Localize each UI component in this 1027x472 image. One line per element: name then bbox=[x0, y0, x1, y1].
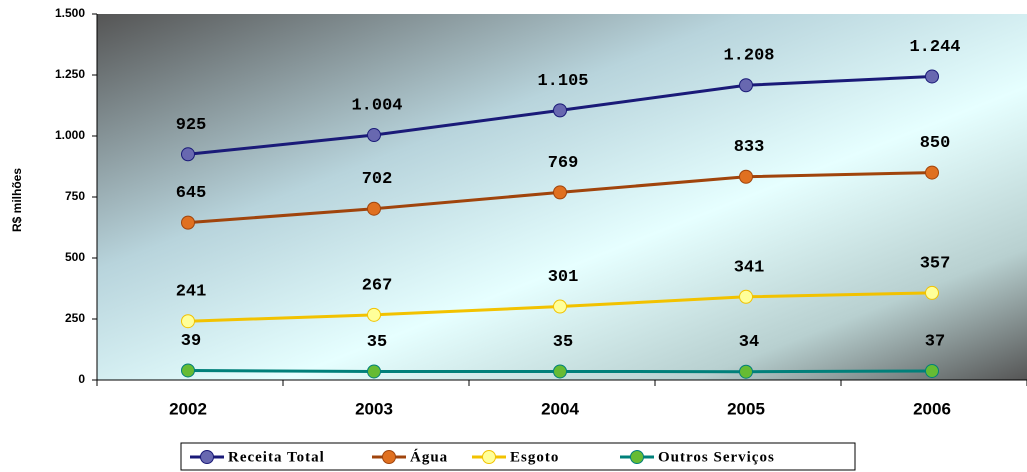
marker bbox=[739, 289, 753, 304]
marker bbox=[925, 363, 939, 378]
legend-label: Esgoto bbox=[510, 449, 559, 465]
y-tick-label: 0 bbox=[78, 372, 85, 386]
data-label: 1.105 bbox=[537, 72, 588, 91]
marker bbox=[553, 364, 567, 379]
data-label: 1.004 bbox=[351, 97, 402, 116]
marker bbox=[739, 364, 753, 379]
x-tick-label: 2005 bbox=[727, 399, 765, 418]
data-label: 267 bbox=[362, 276, 393, 295]
data-label: 702 bbox=[362, 170, 393, 189]
marker bbox=[181, 215, 195, 230]
legend-label: Água bbox=[410, 448, 448, 465]
marker bbox=[739, 169, 753, 184]
legend-label: Outros Serviços bbox=[658, 449, 775, 465]
marker bbox=[925, 69, 939, 84]
data-label: 35 bbox=[367, 333, 387, 352]
legend-label: Receita Total bbox=[228, 449, 325, 465]
marker bbox=[367, 201, 381, 216]
marker bbox=[181, 363, 195, 378]
x-tick-label: 2006 bbox=[913, 399, 951, 418]
legend-marker bbox=[382, 450, 396, 464]
y-tick-label: 500 bbox=[65, 250, 85, 264]
x-tick-label: 2002 bbox=[169, 399, 207, 418]
marker bbox=[181, 314, 195, 329]
marker bbox=[739, 78, 753, 93]
data-label: 301 bbox=[548, 268, 579, 287]
data-label: 39 bbox=[181, 332, 201, 351]
legend bbox=[180, 442, 856, 471]
data-label: 341 bbox=[734, 258, 765, 277]
marker bbox=[553, 103, 567, 118]
data-label: 34 bbox=[739, 333, 759, 352]
marker bbox=[925, 165, 939, 180]
data-label: 357 bbox=[920, 254, 951, 273]
y-tick-label: 1.250 bbox=[55, 67, 85, 81]
marker bbox=[181, 147, 195, 162]
y-tick-label: 1.000 bbox=[55, 128, 85, 142]
data-label: 241 bbox=[176, 283, 207, 302]
y-axis-label: R$ milhões bbox=[10, 168, 24, 232]
data-label: 645 bbox=[176, 184, 207, 203]
y-tick-label: 750 bbox=[65, 189, 85, 203]
legend-marker bbox=[630, 450, 644, 464]
data-label: 1.244 bbox=[909, 38, 960, 57]
y-tick-label: 1.500 bbox=[55, 6, 85, 20]
legend-marker bbox=[482, 450, 496, 464]
data-label: 1.208 bbox=[723, 47, 774, 66]
data-label: 925 bbox=[176, 116, 207, 135]
marker bbox=[925, 285, 939, 300]
data-label: 850 bbox=[920, 134, 951, 153]
x-tick-label: 2004 bbox=[541, 399, 579, 418]
marker bbox=[553, 299, 567, 314]
marker bbox=[367, 307, 381, 322]
data-label: 37 bbox=[925, 332, 945, 351]
data-label: 35 bbox=[553, 333, 573, 352]
marker bbox=[367, 364, 381, 379]
marker bbox=[553, 185, 567, 200]
marker bbox=[367, 128, 381, 143]
legend-marker bbox=[200, 450, 214, 464]
x-tick-label: 2003 bbox=[355, 399, 393, 418]
data-label: 833 bbox=[734, 138, 765, 157]
data-label: 769 bbox=[548, 154, 579, 173]
y-tick-label: 250 bbox=[65, 311, 85, 325]
